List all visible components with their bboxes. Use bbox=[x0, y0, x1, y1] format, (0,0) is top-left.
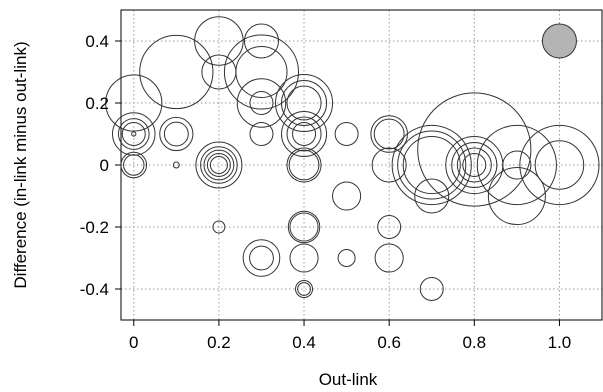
bubble bbox=[203, 149, 235, 181]
bubble bbox=[373, 118, 405, 150]
bubble bbox=[289, 212, 319, 242]
y-ticks: -0.4 -0.2 0 0.2 0.4 bbox=[80, 32, 121, 299]
x-tick-label: 0.4 bbox=[292, 333, 316, 352]
bubble bbox=[243, 23, 279, 59]
bubble bbox=[275, 73, 334, 133]
y-tick-label: 0 bbox=[100, 156, 109, 175]
bubble bbox=[280, 110, 328, 158]
bubble bbox=[377, 215, 402, 239]
grid bbox=[121, 10, 602, 320]
bubble bbox=[123, 154, 145, 176]
bubble bbox=[286, 85, 322, 121]
x-axis-label: Out-link bbox=[319, 370, 378, 389]
bubble bbox=[289, 243, 319, 273]
bubble bbox=[206, 153, 231, 177]
bubble bbox=[288, 149, 320, 181]
bubble bbox=[391, 124, 472, 206]
bubble bbox=[195, 141, 243, 189]
bubble bbox=[286, 116, 322, 152]
bubble bbox=[286, 147, 322, 183]
y-tick-label: -0.4 bbox=[80, 280, 109, 299]
y-axis-label: Difference (in-link minus out-link) bbox=[11, 41, 30, 288]
bubble bbox=[417, 92, 532, 207]
bubble bbox=[242, 239, 281, 277]
y-tick-label: 0.4 bbox=[85, 32, 109, 51]
bubble bbox=[462, 153, 487, 177]
bubble bbox=[487, 166, 546, 226]
bubble bbox=[419, 277, 444, 301]
bubble bbox=[139, 34, 214, 110]
bubble bbox=[292, 122, 317, 146]
x-tick-label: 0 bbox=[129, 333, 138, 352]
x-tick-label: 0.8 bbox=[462, 333, 486, 352]
bubble bbox=[370, 115, 408, 153]
bubble bbox=[249, 245, 274, 271]
bubble bbox=[212, 220, 226, 234]
bubble bbox=[223, 34, 300, 110]
bubble bbox=[476, 124, 557, 206]
bubble bbox=[534, 140, 585, 190]
bubble bbox=[117, 118, 150, 150]
bubble bbox=[502, 150, 532, 180]
bubble bbox=[105, 74, 163, 132]
bubble bbox=[519, 124, 600, 206]
bubble bbox=[172, 161, 180, 169]
bubble bbox=[295, 279, 314, 299]
x-ticks: 0 0.2 0.4 0.6 0.8 1.0 bbox=[129, 320, 571, 352]
bubble bbox=[287, 210, 321, 244]
bubble bbox=[402, 135, 461, 195]
bubble bbox=[456, 147, 492, 183]
bubble bbox=[249, 91, 274, 115]
y-tick-label: 0.2 bbox=[85, 94, 109, 113]
bubble bbox=[121, 122, 146, 146]
bubble bbox=[332, 181, 362, 211]
bubble bbox=[297, 282, 311, 296]
bubble bbox=[209, 155, 228, 175]
bubble bbox=[334, 122, 359, 146]
bubble bbox=[163, 121, 189, 147]
bubble bbox=[131, 131, 137, 137]
bubble bbox=[451, 141, 498, 189]
bubble bbox=[200, 146, 238, 184]
bubble bbox=[371, 147, 407, 183]
bubble bbox=[236, 78, 287, 128]
bubble bbox=[374, 243, 404, 273]
x-tick-label: 1.0 bbox=[548, 333, 572, 352]
x-tick-label: 0.2 bbox=[207, 333, 231, 352]
bubble bbox=[194, 16, 244, 66]
bubble bbox=[414, 178, 450, 214]
bubble bbox=[249, 122, 274, 146]
bubbles bbox=[105, 16, 600, 301]
y-tick-label: -0.2 bbox=[80, 218, 109, 237]
bubble bbox=[337, 248, 356, 268]
bubble bbox=[280, 79, 328, 127]
x-tick-label: 0.6 bbox=[377, 333, 401, 352]
bubble bbox=[201, 54, 237, 90]
bubble bbox=[235, 45, 288, 99]
bubble bbox=[397, 130, 467, 200]
bubble bbox=[159, 116, 194, 152]
highlighted-bubble bbox=[541, 23, 577, 59]
